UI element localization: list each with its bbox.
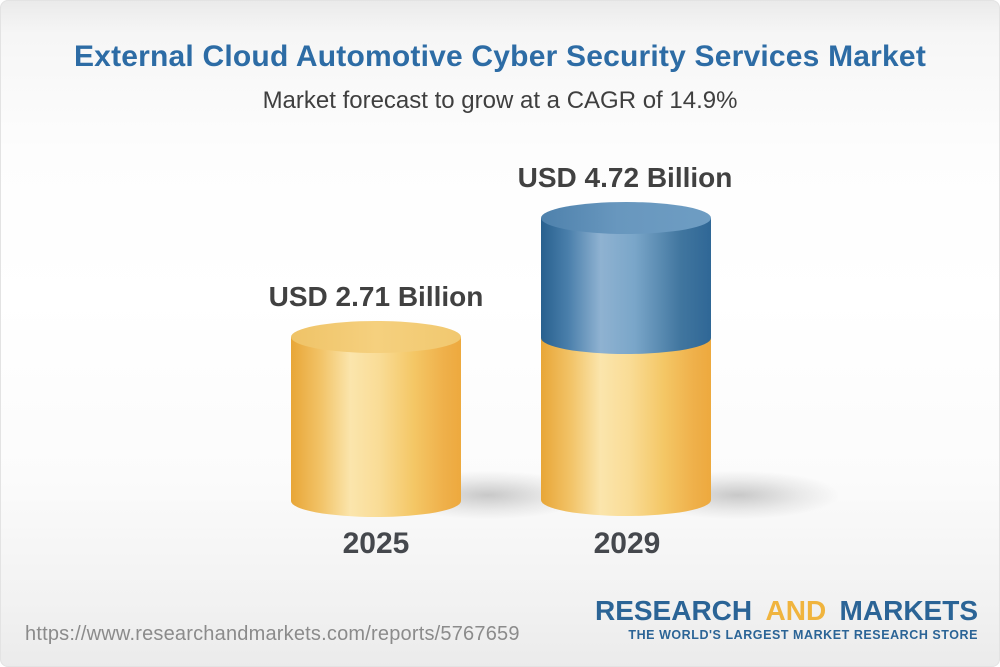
segment-2025-gold-top (291, 321, 461, 353)
value-label-2029: USD 4.72 Billion (517, 162, 733, 193)
chart-title: External Cloud Automotive Cyber Security… (73, 40, 927, 73)
segment-2029-blue-top (541, 202, 711, 234)
segment-2029-blue-body (541, 218, 711, 354)
research-and-markets-logo: RESEARCH AND MARKETS THE WORLD'S LARGEST… (595, 597, 978, 642)
segment-2029-gold-body (541, 332, 711, 516)
logo-word-markets: MARKETS (839, 595, 978, 626)
logo-word-and: AND (765, 595, 827, 626)
logo-wordmark: RESEARCH AND MARKETS (595, 597, 978, 625)
report-url: https://www.researchandmarkets.com/repor… (25, 623, 520, 645)
value-label-2025: USD 2.71 Billion (268, 281, 484, 312)
logo-tagline: THE WORLD'S LARGEST MARKET RESEARCH STOR… (628, 628, 978, 642)
logo-word-research: RESEARCH (594, 595, 753, 626)
year-label-2029: 2029 (593, 527, 661, 560)
cylinder-bar-2029 (541, 202, 711, 516)
chart-subtitle: Market forecast to grow at a CAGR of 14.… (262, 87, 738, 114)
cylinder-bar-2025 (291, 321, 461, 517)
segment-2025-gold-body (291, 337, 461, 517)
year-label-2025: 2025 (342, 527, 410, 560)
